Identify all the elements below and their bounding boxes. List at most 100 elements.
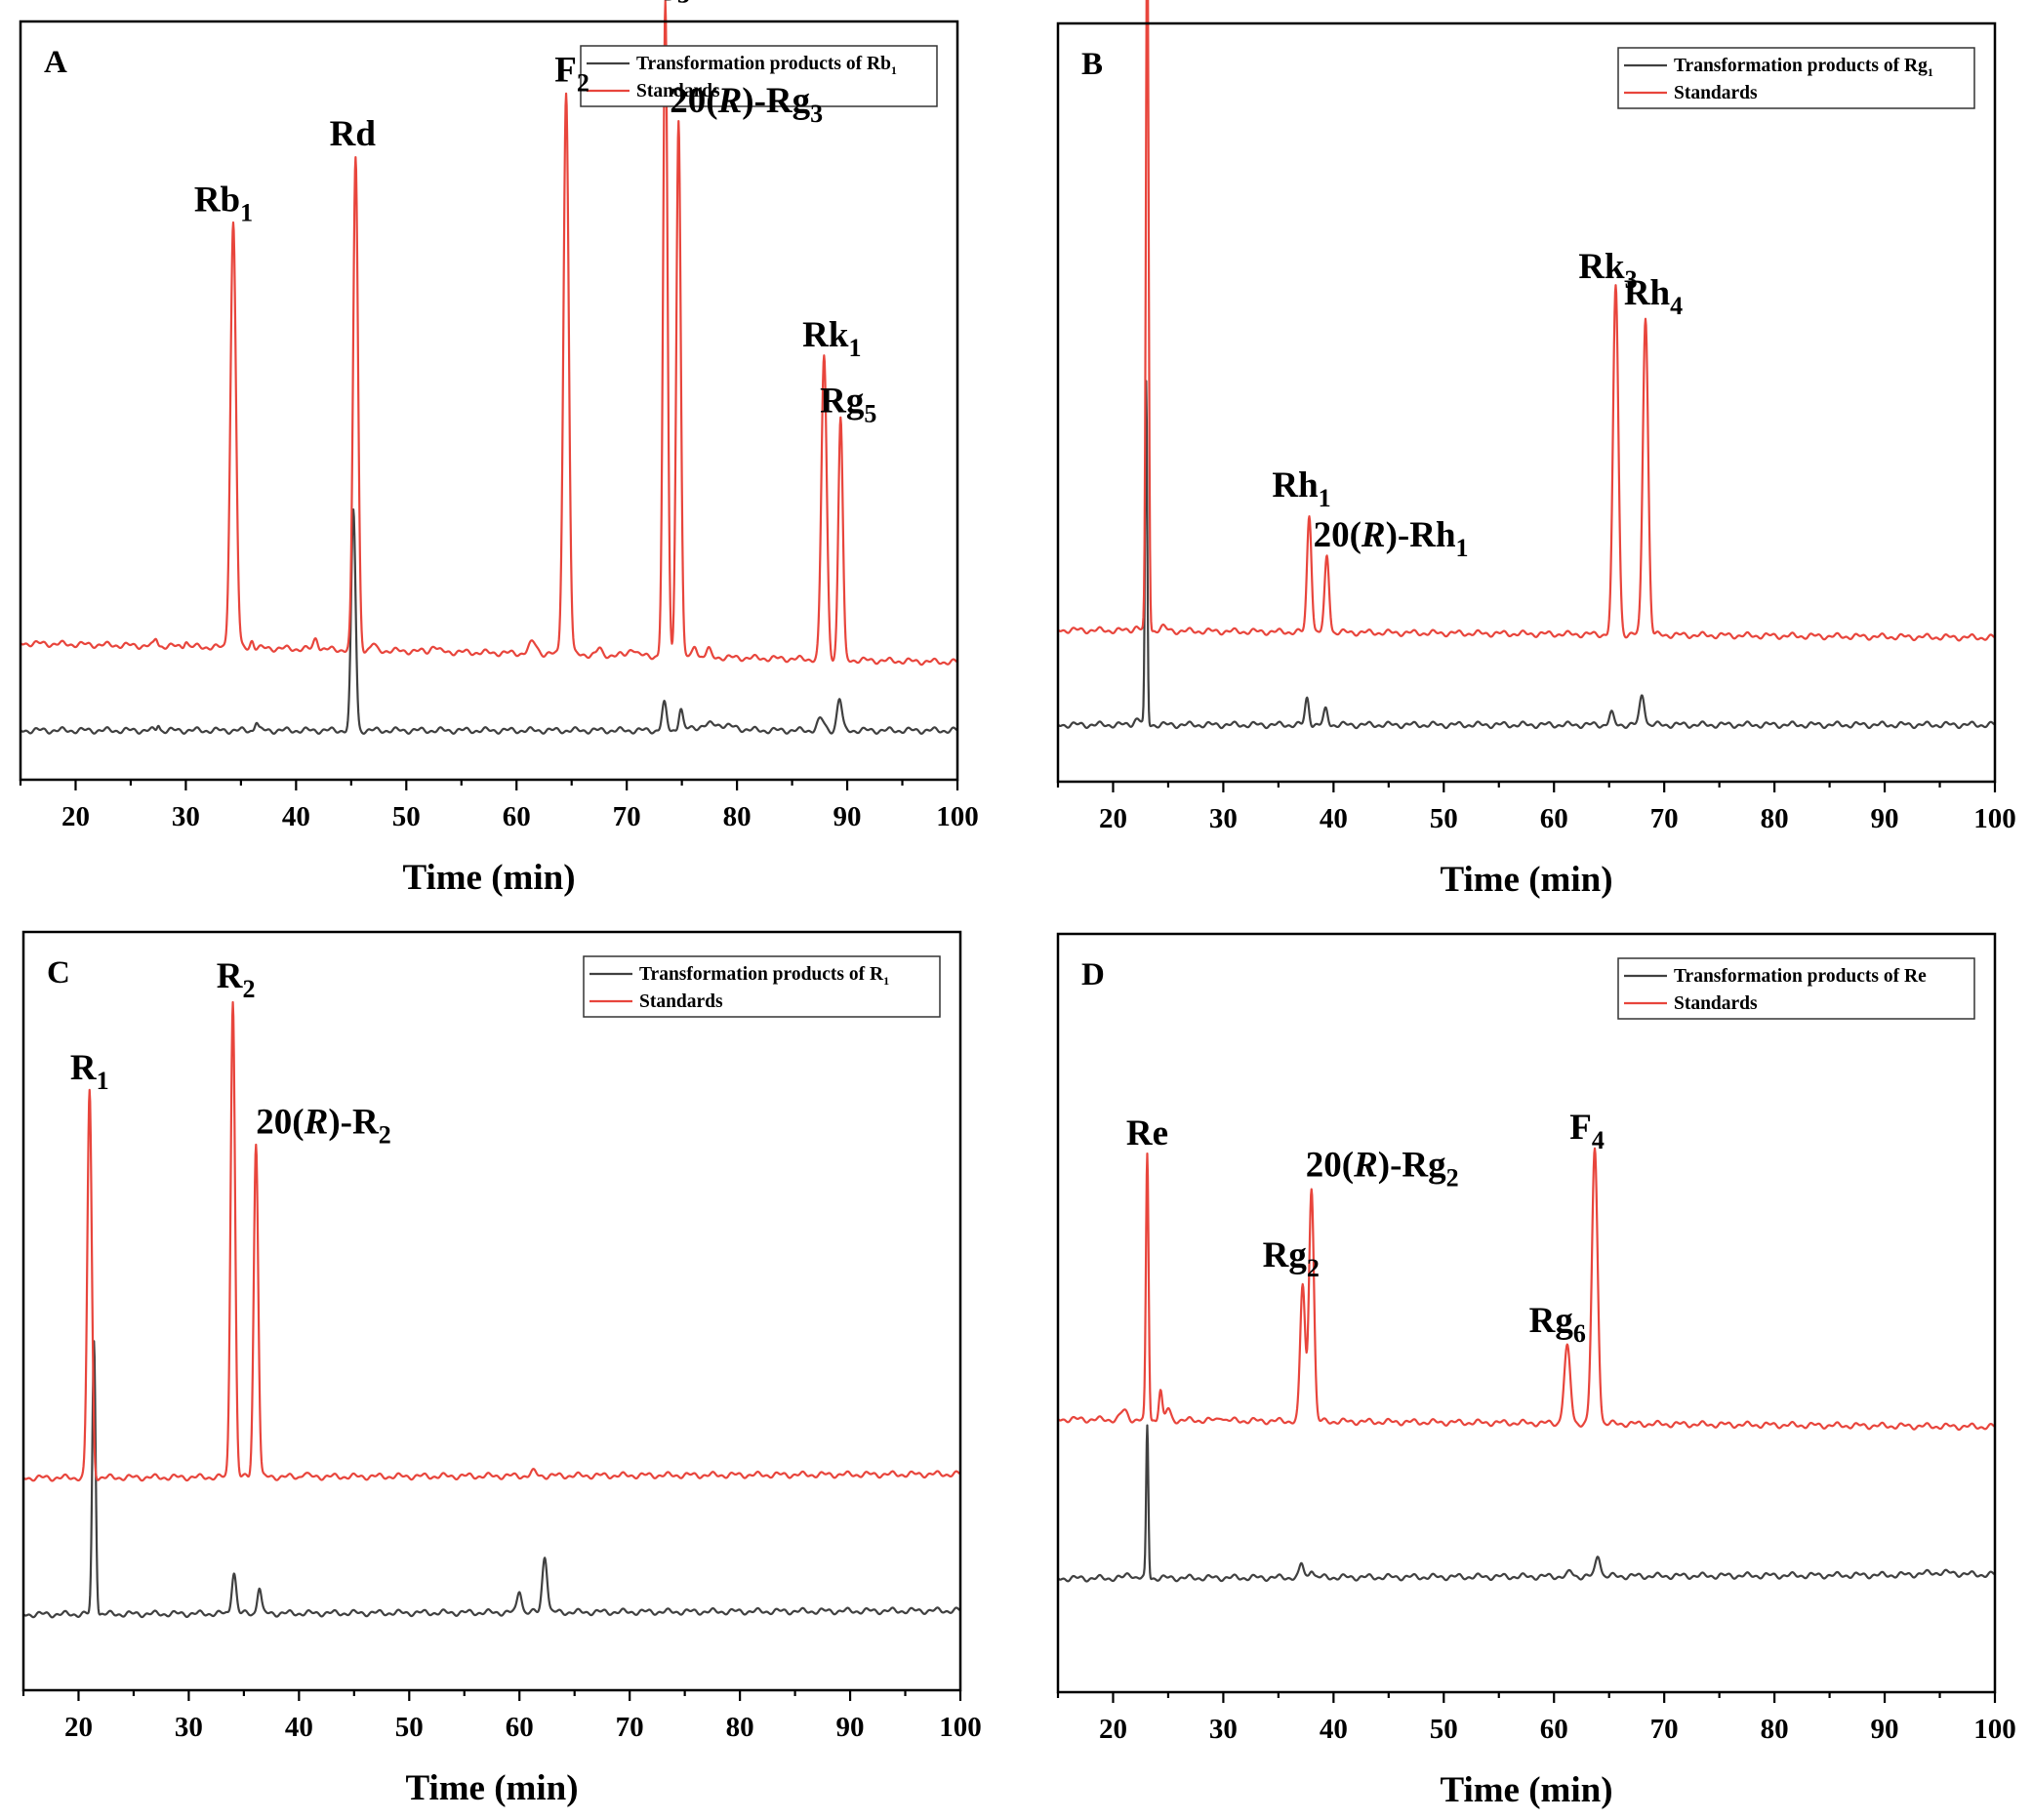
x-tick-label: 60 [1540,803,1568,834]
legend-label-standard: Standards [639,991,723,1012]
peak-label: 20(R)-R2 [256,1103,390,1150]
x-tick-label: 80 [723,801,752,832]
legend-label-standard: Standards [636,81,720,101]
peak-label: Rg3 [633,0,690,8]
legend-label-standard: Standards [1674,83,1758,103]
x-tick-label: 100 [1973,1714,2016,1745]
x-tick-label: 50 [395,1712,424,1743]
panel-c-x-axis: 20 30 40 50 60 70 80 90 100 [21,1690,982,1743]
panel-a-frame [19,20,959,782]
panel-b: 20 30 40 50 60 70 80 90 100 Time (min) B Transforma… [1056,0,2016,900]
panel-d-standards-trace [1057,1147,1996,1432]
x-tick-label: 80 [1761,1714,1789,1745]
panel-b-x-axis: 20 30 40 50 60 70 80 90 100 [1056,782,2016,834]
x-tick-label: 20 [64,1712,93,1743]
panel-a-x-axis-title: Time (min) [402,858,575,898]
panel-c-x-axis-title: Time (min) [405,1768,578,1808]
panel-c-standards-trace [22,1000,961,1482]
legend-label-sample: Transformation products of Rb1 [636,54,897,77]
peak-label: Rg5 [820,382,876,428]
x-tick-label: 50 [1430,803,1458,834]
panel-d-x-axis: 20 30 40 50 60 70 80 90 100 [1056,1692,2016,1745]
peak-label: Rg6 [1529,1301,1586,1348]
panel-b-sample-trace [1057,380,1996,730]
panel-a-x-axis: 20 30 40 50 60 70 80 90 100 [19,780,979,832]
x-tick-label: 50 [1430,1714,1458,1745]
peak-label: R1 [70,1048,109,1095]
x-tick-label: 20 [1099,803,1127,834]
legend-label-sample: Transformation products of Re [1674,966,1927,987]
x-tick-label: 30 [172,801,200,832]
legend-label-sample: Transformation products of R1 [639,964,889,988]
x-tick-label: 90 [836,1712,865,1743]
legend-box [580,45,938,107]
panel-b-frame [1056,21,1997,784]
panel-c-legend: Transformation products of R1 Standards [583,955,941,1018]
panel-b-standards-trace [1057,0,1996,642]
peak-label: Rk1 [802,315,861,362]
legend-label-standard: Standards [1674,993,1758,1014]
x-tick-label: 60 [506,1712,534,1743]
x-tick-label: 40 [1320,803,1348,834]
peak-label: F4 [1569,1108,1605,1154]
x-tick-label: 30 [1209,803,1238,834]
x-tick-label: 20 [1099,1714,1127,1745]
legend-label-sample: Transformation products of Rg1 [1674,56,1933,79]
panel-d-x-axis-title: Time (min) [1440,1770,1612,1810]
panel-d-letter: D [1081,957,1105,992]
x-tick-label: 80 [1761,803,1789,834]
x-tick-label: 90 [1871,803,1899,834]
legend-box [1617,47,1975,109]
peak-label: F2 [554,50,589,97]
peak-label: Rb1 [194,180,253,226]
panel-a-letter: A [44,45,67,80]
x-tick-label: 20 [61,801,90,832]
panel-a: 20 30 40 50 60 70 80 90 100 Time (min) A Transforma… [19,0,979,898]
peak-label: 20(R)-Rg3 [670,81,823,128]
x-tick-label: 30 [175,1712,203,1743]
panel-a-legend: Transformation products of Rb1 Standards [580,45,938,107]
panel-a-sample-trace [20,508,958,735]
panel-c-frame [21,930,962,1692]
panel-d-frame [1056,932,1997,1694]
panel-b-letter: B [1081,47,1103,82]
peak-label: Rh4 [1624,273,1683,320]
peak-label: Re [1126,1113,1168,1153]
x-tick-label: 80 [726,1712,754,1743]
panel-a-standards-trace [20,0,958,667]
x-tick-label: 70 [1650,1714,1679,1745]
peak-label: 20(R)-Rg2 [1306,1145,1459,1192]
x-tick-label: 100 [936,801,979,832]
x-tick-label: 90 [1871,1714,1899,1745]
peak-label: Rh1 [1272,465,1330,512]
panel-c-letter: C [47,955,70,991]
peak-label: 20(R)-Rh1 [1314,515,1469,562]
peak-label: Rd [330,114,377,154]
x-tick-label: 70 [616,1712,644,1743]
x-tick-label: 30 [1209,1714,1238,1745]
x-tick-label: 60 [1540,1714,1568,1745]
x-tick-label: 40 [285,1712,313,1743]
panel-c-sample-trace [22,1340,961,1619]
peak-label: Rg2 [1263,1235,1320,1282]
x-tick-label: 70 [1650,803,1679,834]
panel-d-sample-trace [1057,1424,1996,1583]
peak-label: R2 [217,956,256,1003]
x-tick-label: 60 [503,801,531,832]
panel-d: 20 30 40 50 60 70 80 90 100 Time (min) D Transforma… [1056,932,2016,1810]
x-tick-label: 70 [613,801,641,832]
panel-b-legend: Transformation products of Rg1 Standards [1617,47,1975,109]
legend-box [583,955,941,1018]
legend-box [1617,957,1975,1020]
x-tick-label: 100 [939,1712,982,1743]
x-tick-label: 100 [1973,803,2016,834]
x-tick-label: 40 [1320,1714,1348,1745]
panel-b-x-axis-title: Time (min) [1440,860,1612,900]
x-tick-label: 90 [833,801,862,832]
panel-c: 20 30 40 50 60 70 80 90 100 Time (min) C Transforma… [21,930,982,1808]
x-tick-label: 40 [282,801,310,832]
peak-label: Rk3 [1578,247,1637,294]
panel-d-legend: Transformation products of Re Standards [1617,957,1975,1020]
